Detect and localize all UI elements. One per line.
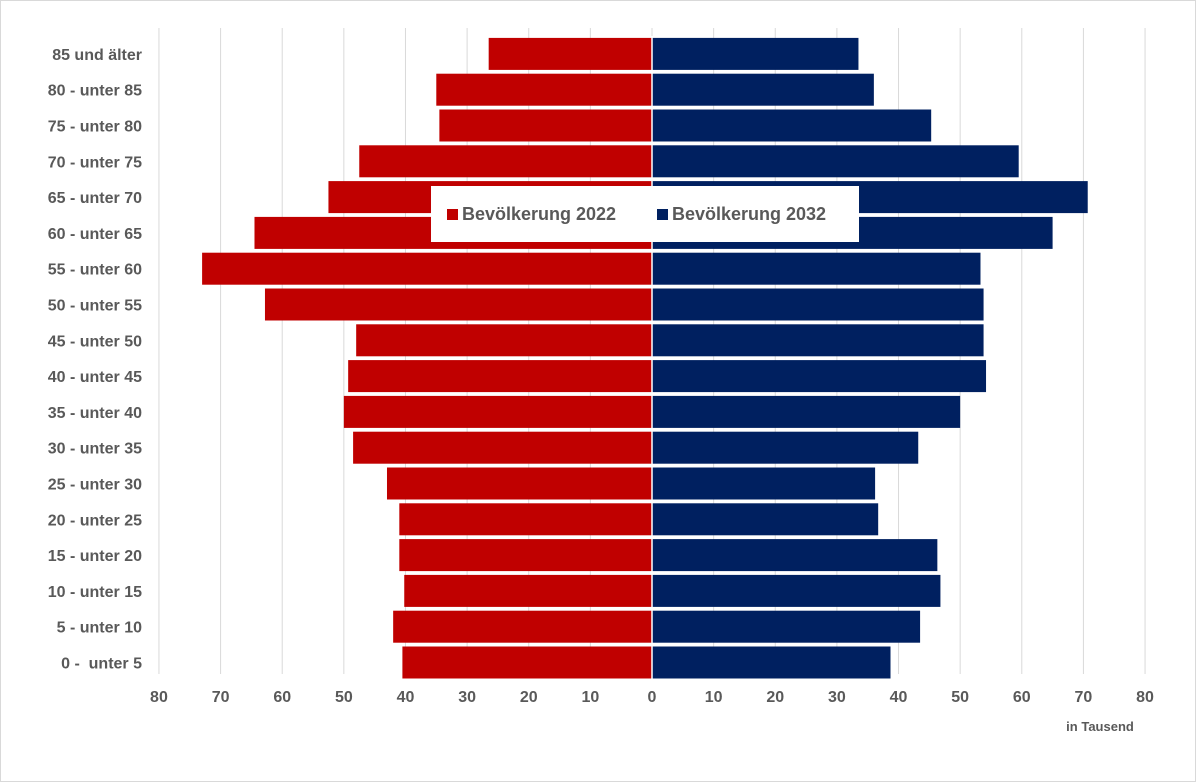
legend-swatch-2032 [657, 209, 668, 220]
x-tick-label-10: 20 [766, 689, 784, 706]
bar-2022-17 [402, 646, 652, 679]
bar-2022-9 [348, 360, 652, 393]
bar-2032-14 [652, 539, 938, 572]
bar-2022-3 [359, 145, 652, 178]
bar-2032-17 [652, 646, 891, 679]
category-label-0: 85 und älter [52, 47, 142, 64]
bar-2022-10 [343, 395, 652, 428]
bar-2022-8 [356, 324, 652, 357]
category-label-3: 70 - unter 75 [48, 154, 142, 171]
bar-2032-6 [652, 252, 981, 285]
legend-label-2032: Bevölkerung 2032 [672, 204, 826, 224]
bar-2022-11 [353, 431, 652, 464]
x-tick-label-16: 80 [1136, 689, 1154, 706]
category-label-14: 15 - unter 20 [48, 548, 142, 565]
bar-2022-14 [399, 539, 652, 572]
x-tick-label-3: 50 [335, 689, 353, 706]
bar-2032-9 [652, 360, 987, 393]
bar-2032-3 [652, 145, 1019, 178]
bar-2032-15 [652, 574, 941, 607]
category-label-16: 5 - unter 10 [57, 620, 142, 637]
category-label-6: 55 - unter 60 [48, 262, 142, 279]
category-label-1: 80 - unter 85 [48, 83, 142, 100]
bar-2032-2 [652, 109, 932, 142]
bar-2022-6 [202, 252, 652, 285]
x-tick-label-4: 40 [397, 689, 415, 706]
bar-2022-13 [399, 503, 652, 536]
bar-2032-10 [652, 395, 961, 428]
x-tick-labels: 80 70 60 50 40 30 20 10 0 10 20 30 40 50 60 70 80 [150, 689, 1154, 706]
legend-background [431, 186, 859, 242]
category-label-13: 20 - unter 25 [48, 512, 142, 529]
bar-2032-13 [652, 503, 879, 536]
category-label-17: 0 - unter 5 [61, 656, 142, 673]
legend-swatch-2022 [447, 209, 458, 220]
bar-2032-16 [652, 610, 921, 643]
category-label-7: 50 - unter 55 [48, 298, 142, 315]
category-label-8: 45 - unter 50 [48, 333, 142, 350]
bar-2022-1 [436, 73, 652, 106]
x-tick-label-11: 30 [828, 689, 846, 706]
category-label-5: 60 - unter 65 [48, 226, 142, 243]
bar-2022-16 [393, 610, 652, 643]
x-tick-label-1: 70 [212, 689, 230, 706]
x-tick-label-8: 0 [648, 689, 657, 706]
category-label-11: 30 - unter 35 [48, 441, 142, 458]
bar-2032-1 [652, 73, 874, 106]
category-label-15: 10 - unter 15 [48, 584, 142, 601]
category-label-10: 35 - unter 40 [48, 405, 142, 422]
bar-2022-2 [439, 109, 652, 142]
category-label-12: 25 - unter 30 [48, 477, 142, 494]
bar-2022-0 [488, 37, 652, 70]
category-label-2: 75 - unter 80 [48, 119, 142, 136]
bar-2022-15 [404, 574, 652, 607]
x-tick-label-7: 10 [581, 689, 599, 706]
x-tick-label-6: 20 [520, 689, 538, 706]
x-tick-label-12: 40 [890, 689, 908, 706]
x-tick-label-13: 50 [951, 689, 969, 706]
category-label-9: 40 - unter 45 [48, 369, 142, 386]
bar-2032-12 [652, 467, 876, 500]
x-tick-label-5: 30 [458, 689, 476, 706]
bar-2022-12 [386, 467, 652, 500]
bar-2032-7 [652, 288, 984, 321]
bars [202, 36, 1088, 681]
bar-2022-7 [264, 288, 652, 321]
category-labels: 85 und älter 80 - unter 85 75 - unter 80 70… [48, 47, 142, 673]
x-tick-label-14: 60 [1013, 689, 1031, 706]
category-label-4: 65 - unter 70 [48, 190, 142, 207]
x-tick-label-0: 80 [150, 689, 168, 706]
x-tick-label-9: 10 [705, 689, 723, 706]
bar-2032-11 [652, 431, 919, 464]
unit-label: in Tausend [1066, 719, 1134, 734]
bar-2032-8 [652, 324, 984, 357]
legend-label-2022: Bevölkerung 2022 [462, 204, 616, 224]
x-tick-label-2: 60 [273, 689, 291, 706]
bar-2032-0 [652, 37, 859, 70]
x-tick-label-15: 70 [1075, 689, 1093, 706]
legend: Bevölkerung 2022 Bevölkerung 2032 [431, 186, 859, 242]
